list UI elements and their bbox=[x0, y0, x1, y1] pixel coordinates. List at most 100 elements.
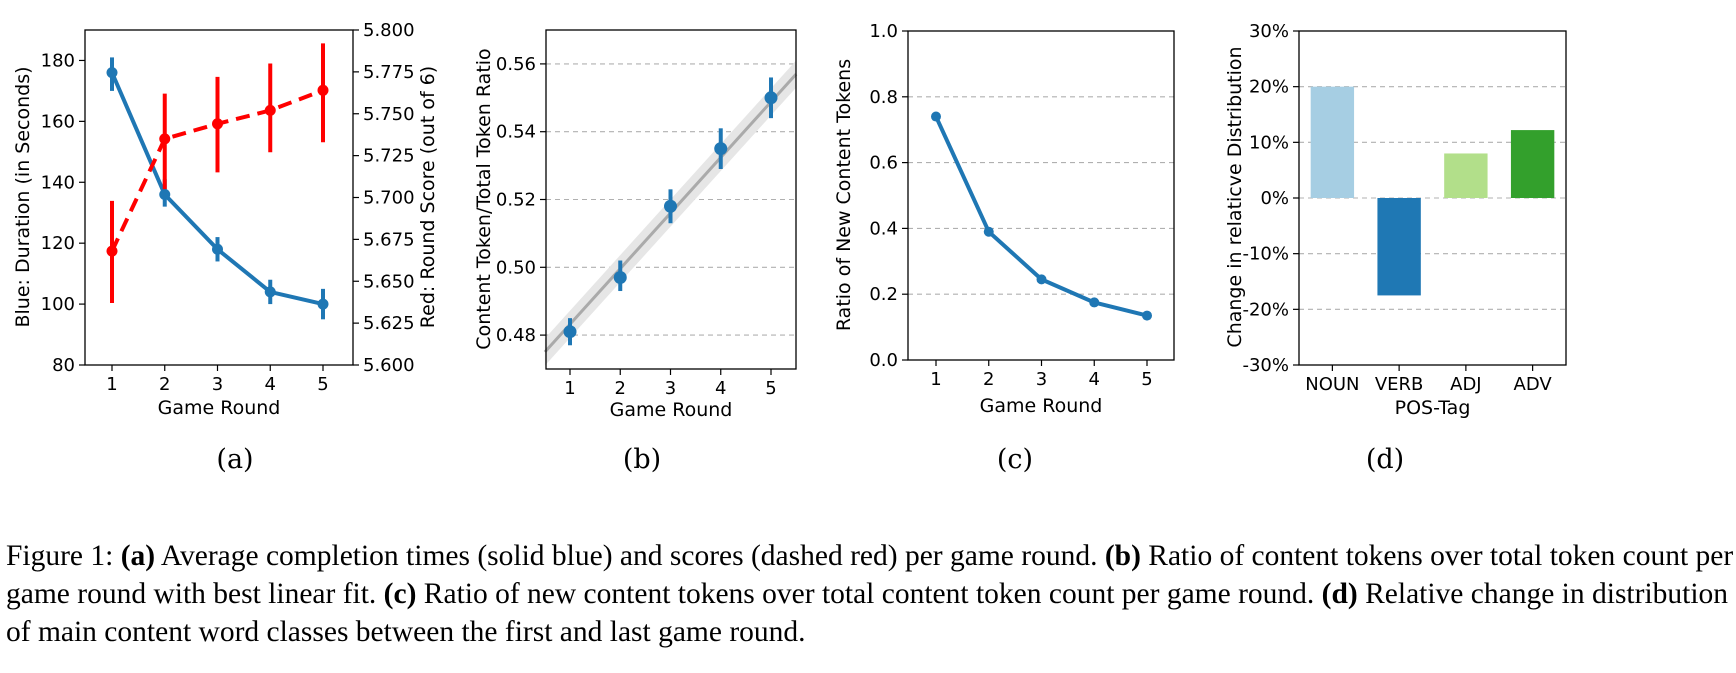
y-right-tick-label: 5.700 bbox=[363, 188, 415, 209]
data-point bbox=[563, 325, 577, 339]
data-point bbox=[931, 111, 941, 122]
x-tick-label: 1 bbox=[106, 374, 117, 395]
x-tick-label: 2 bbox=[983, 369, 994, 390]
y-right-tick-label: 5.675 bbox=[363, 229, 415, 250]
y-tick-label: 0.2 bbox=[869, 284, 898, 305]
y-axis-label-d: Change in relaticve Distribution bbox=[1224, 46, 1246, 347]
caption-a-label: (a) bbox=[120, 540, 156, 572]
x-axis-label-c: Game Round bbox=[980, 395, 1103, 417]
series-line bbox=[934, 115, 1148, 318]
bar-adv bbox=[1510, 130, 1555, 198]
x-tick-label: 5 bbox=[1141, 369, 1152, 390]
data-point-blue bbox=[106, 67, 118, 79]
x-tick-label: 5 bbox=[317, 374, 328, 395]
x-tick-label: 3 bbox=[1036, 369, 1047, 390]
y-tick-label: 0.0 bbox=[869, 350, 898, 371]
x-tick-label: ADJ bbox=[1450, 374, 1481, 395]
bar-adj bbox=[1444, 153, 1488, 198]
data-point bbox=[1089, 297, 1100, 308]
data-point-blue bbox=[212, 243, 223, 255]
x-axis-label-d: POS-Tag bbox=[1395, 397, 1471, 419]
y-tick-label: 0.6 bbox=[869, 153, 898, 174]
caption-a-text: Average completion times (solid blue) an… bbox=[155, 540, 1105, 572]
caption-b-label: (b) bbox=[1104, 540, 1141, 572]
y-tick-label: 30% bbox=[1249, 21, 1289, 42]
y-right-tick-label: 5.625 bbox=[363, 313, 415, 334]
x-tick-label: 4 bbox=[265, 374, 276, 395]
y-right-tick-label: 5.800 bbox=[363, 20, 415, 41]
caption-prefix: Figure 1: bbox=[6, 540, 121, 572]
subfigure-label-c: (c) bbox=[997, 444, 1033, 475]
y-tick-label: -10% bbox=[1242, 244, 1289, 265]
data-point-red bbox=[264, 104, 276, 116]
y-tick-label: 0.56 bbox=[496, 54, 536, 75]
data-point-blue bbox=[264, 286, 276, 298]
y-tick-label: 100 bbox=[41, 294, 75, 315]
x-tick-label: NOUN bbox=[1305, 374, 1359, 395]
data-point-red bbox=[212, 118, 223, 130]
caption-c-text: Ratio of new content tokens over total c… bbox=[416, 578, 1322, 610]
x-tick-label: 5 bbox=[765, 378, 776, 399]
subfigure-label-b: (b) bbox=[623, 444, 661, 475]
y-right-tick-label: 5.725 bbox=[363, 146, 415, 167]
x-tick-label: 2 bbox=[159, 374, 170, 395]
data-point bbox=[1036, 274, 1047, 285]
y-axis-label-b: Content Token/Total Token Ratio bbox=[473, 48, 495, 349]
x-tick-label: 4 bbox=[715, 378, 726, 399]
y-tick-label: 0.8 bbox=[869, 87, 898, 108]
x-tick-label: 2 bbox=[615, 378, 626, 399]
figure-caption: Figure 1: (a) Average completion times (… bbox=[6, 537, 1734, 651]
x-tick-label: ADV bbox=[1514, 374, 1553, 395]
y-tick-label: 0.4 bbox=[869, 218, 898, 239]
y-right-tick-label: 5.750 bbox=[363, 104, 415, 125]
x-axis-label-a: Game Round bbox=[158, 397, 281, 419]
y-tick-label: 120 bbox=[41, 233, 75, 254]
caption-b-text: Ratio of content tokens over total token… bbox=[6, 540, 1734, 610]
data-point bbox=[613, 270, 627, 284]
x-tick-label: 3 bbox=[212, 374, 223, 395]
y-tick-label: 0% bbox=[1260, 188, 1289, 209]
x-tick-label: 3 bbox=[665, 378, 676, 399]
y-tick-label: -20% bbox=[1242, 299, 1289, 320]
x-tick-label: VERB bbox=[1375, 374, 1424, 395]
y-tick-label: 10% bbox=[1249, 132, 1289, 153]
x-axis-label-b: Game Round bbox=[610, 399, 733, 421]
y-tick-label: 0.48 bbox=[496, 325, 536, 346]
data-point bbox=[714, 142, 728, 156]
data-point-red bbox=[159, 133, 171, 145]
y-tick-label: 0.50 bbox=[496, 257, 536, 278]
data-point bbox=[764, 91, 778, 105]
y-axis-label-a: Blue: Duration (in Seconds) bbox=[12, 66, 34, 327]
subfigure-label-d: (d) bbox=[1366, 444, 1404, 475]
y-tick-label: 140 bbox=[41, 172, 75, 193]
x-tick-label: 4 bbox=[1089, 369, 1100, 390]
y-tick-label: 0.52 bbox=[496, 190, 536, 211]
caption-d-text: Relative change in distribution of main … bbox=[6, 578, 1729, 648]
data-point-red bbox=[317, 84, 329, 96]
y-tick-label: 80 bbox=[52, 355, 75, 376]
x-tick-label: 1 bbox=[564, 378, 575, 399]
y-tick-label: 160 bbox=[41, 111, 75, 132]
y-right-tick-label: 5.775 bbox=[363, 62, 415, 83]
caption-c-label: (c) bbox=[383, 578, 417, 610]
bar-verb bbox=[1377, 198, 1421, 296]
data-point-blue bbox=[159, 188, 171, 200]
data-point-blue bbox=[317, 298, 329, 310]
subfigure-label-a: (a) bbox=[216, 444, 253, 475]
y-tick-label: 0.54 bbox=[496, 122, 536, 143]
y-axis-label-c: Ratio of New Content Tokens bbox=[833, 59, 855, 331]
caption-d-label: (d) bbox=[1321, 578, 1358, 610]
data-point bbox=[1142, 310, 1152, 321]
bar-noun bbox=[1310, 86, 1355, 198]
y-tick-label: 20% bbox=[1249, 77, 1289, 98]
data-point bbox=[664, 199, 677, 213]
y-tick-label: 1.0 bbox=[869, 21, 898, 42]
data-point-red bbox=[106, 245, 118, 257]
y-right-axis-label-a: Red: Round Score (out of 6) bbox=[417, 66, 439, 328]
y-right-tick-label: 5.600 bbox=[363, 355, 415, 376]
data-point bbox=[983, 226, 994, 237]
y-tick-label: 180 bbox=[41, 50, 75, 71]
y-tick-label: -30% bbox=[1242, 355, 1289, 376]
y-right-tick-label: 5.650 bbox=[363, 271, 415, 292]
